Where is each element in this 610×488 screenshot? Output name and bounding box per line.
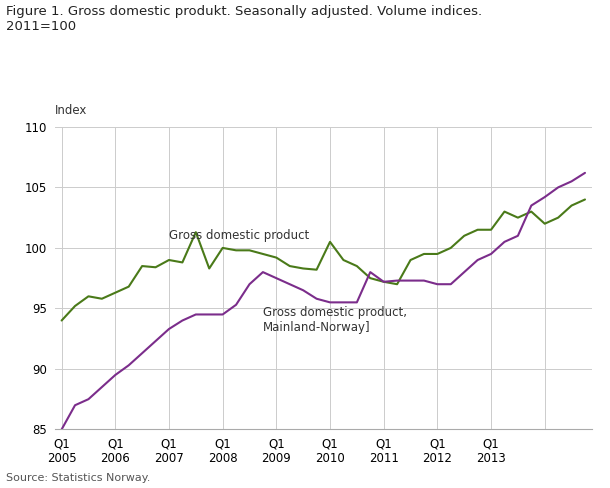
- Text: Figure 1. Gross domestic produkt. Seasonally adjusted. Volume indices.
2011=100: Figure 1. Gross domestic produkt. Season…: [6, 5, 483, 33]
- Text: Gross domestic product: Gross domestic product: [169, 229, 309, 242]
- Text: Index: Index: [55, 104, 87, 117]
- Text: Gross domestic product,
Mainland-Norway]: Gross domestic product, Mainland-Norway]: [263, 306, 407, 334]
- Text: Source: Statistics Norway.: Source: Statistics Norway.: [6, 473, 151, 483]
